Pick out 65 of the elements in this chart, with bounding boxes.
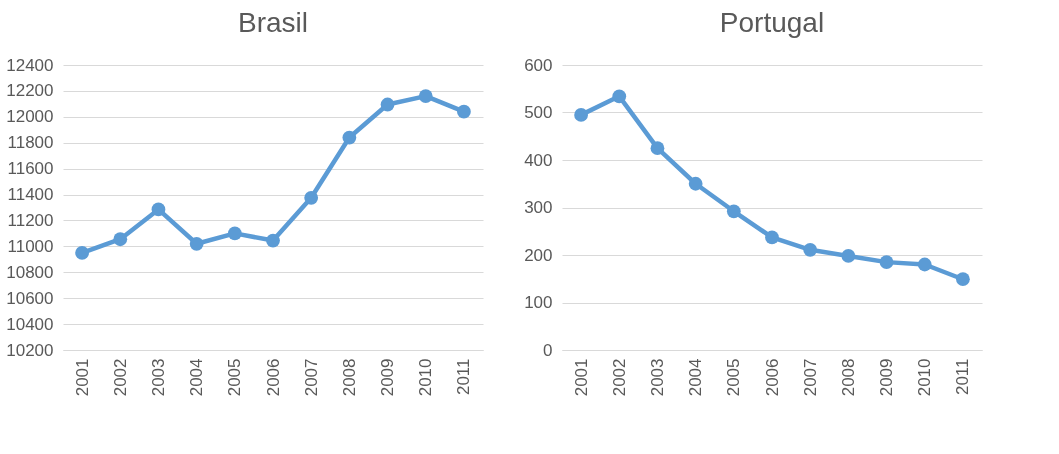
x-tick-label: 2002 (609, 358, 629, 397)
chart-title: Portugal (719, 7, 825, 38)
x-tick-label: 2005 (225, 358, 245, 397)
y-tick-label: 11000 (7, 236, 54, 256)
x-tick-label: 2011 (953, 358, 973, 396)
point (765, 230, 779, 245)
point (650, 141, 665, 155)
y-tick-label: 10800 (6, 262, 54, 282)
point (803, 242, 818, 257)
x-tick-label: 2004 (686, 358, 706, 397)
y-tick-label: 300 (524, 198, 553, 217)
point (879, 255, 894, 269)
x-tick-label: 2004 (187, 358, 207, 397)
point (227, 226, 242, 241)
y-tick-label: 12400 (6, 55, 54, 75)
x-tick-label: 2007 (800, 358, 820, 397)
point (304, 190, 319, 205)
x-tick-label: 2010 (915, 358, 935, 397)
point (956, 272, 970, 287)
y-tick-label: 11200 (7, 210, 54, 230)
y-tick-label: 11400 (7, 185, 54, 205)
x-tick-label: 2003 (647, 358, 667, 397)
x-tick-label: 2005 (724, 358, 744, 397)
y-tick-label: 12000 (6, 107, 54, 127)
x-tick-label: 2009 (378, 358, 398, 397)
point (841, 249, 856, 263)
y-tick-label: 11600 (7, 159, 54, 179)
chart-title: Brasil (237, 7, 309, 38)
point (574, 108, 588, 122)
point (380, 97, 395, 112)
y-tick-label: 600 (524, 55, 553, 75)
x-tick-label: 2011 (454, 358, 474, 396)
x-tick-label: 2006 (762, 358, 782, 397)
x-tick-label: 2007 (301, 358, 321, 397)
point (418, 89, 433, 103)
y-tick-label: 200 (524, 245, 553, 265)
x-tick-label: 2009 (877, 358, 897, 397)
y-tick-label: 11800 (7, 133, 54, 153)
y-tick-label: 500 (524, 103, 553, 122)
point (612, 89, 627, 104)
y-tick-label: 100 (524, 293, 553, 312)
x-tick-label: 2008 (838, 358, 858, 397)
x-tick-label: 2001 (571, 358, 591, 397)
y-tick-label: 10200 (6, 340, 54, 360)
point (266, 233, 280, 248)
y-tick-label: 10600 (6, 288, 54, 308)
y-tick-label: 400 (524, 150, 553, 170)
y-tick-label: 12200 (6, 81, 54, 101)
x-tick-label: 2003 (148, 358, 168, 397)
y-tick-label: 0 (543, 340, 553, 360)
x-tick-label: 2008 (339, 358, 359, 397)
x-tick-label: 2001 (72, 358, 92, 397)
point (342, 130, 357, 145)
point (113, 232, 128, 247)
point (917, 257, 932, 272)
x-tick-label: 2006 (263, 358, 283, 397)
y-tick-label: 10400 (6, 314, 54, 334)
point (189, 236, 204, 251)
x-tick-label: 2010 (416, 358, 436, 397)
point (688, 176, 703, 191)
point (726, 204, 741, 219)
point (151, 202, 166, 217)
point (457, 104, 471, 119)
x-tick-label: 2002 (110, 358, 130, 397)
point (75, 245, 89, 260)
